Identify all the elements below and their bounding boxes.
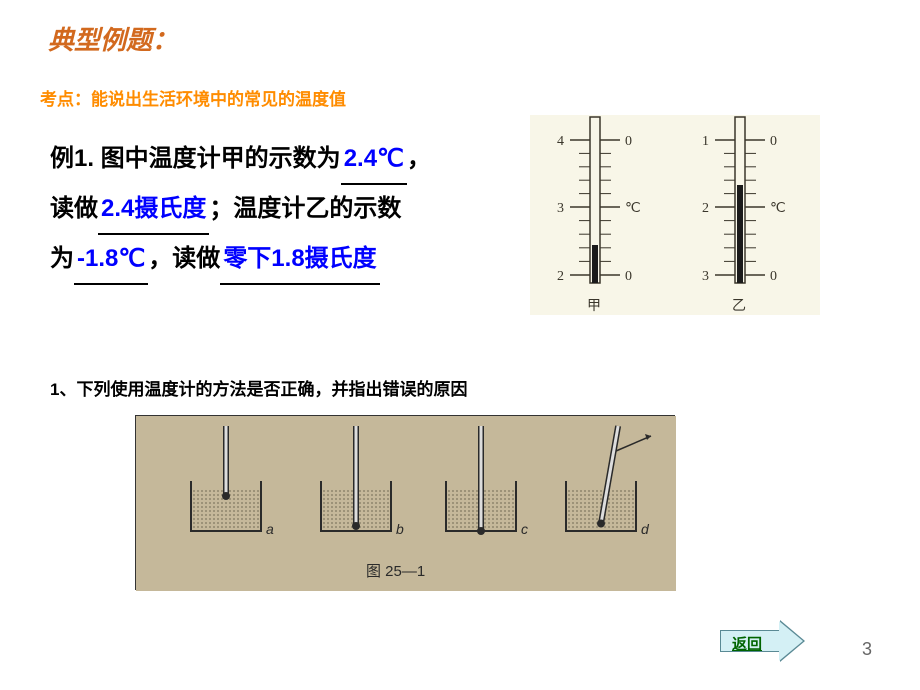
page-number: 3	[862, 639, 872, 660]
example-line3-prefix: 为	[50, 245, 74, 272]
svg-text:℃: ℃	[625, 201, 641, 216]
svg-text:℃: ℃	[770, 201, 786, 216]
blank-1: 2.4℃	[341, 135, 407, 185]
svg-text:0: 0	[770, 134, 777, 149]
blank-4: 零下1.8摄氏度	[220, 235, 379, 285]
svg-text:2: 2	[702, 201, 709, 216]
svg-text:c: c	[521, 521, 528, 537]
svg-text:乙: 乙	[732, 298, 746, 314]
exam-point-subtitle: 考点：能说出生活环境中的常见的温度值	[40, 85, 346, 110]
return-button[interactable]: 返回	[720, 621, 805, 661]
svg-text:0: 0	[770, 269, 777, 284]
svg-text:0: 0	[625, 134, 632, 149]
svg-text:0: 0	[625, 269, 632, 284]
example-line2-prefix: 读做	[50, 195, 98, 222]
thermometer-figures: 4 0 3 ℃ 2 0 甲 1 0 2 ℃ 3 0 乙	[530, 115, 820, 330]
page-title: 典型例题：	[48, 20, 178, 57]
svg-text:a: a	[266, 521, 274, 537]
svg-text:甲: 甲	[587, 299, 601, 314]
question-2-text: 1、下列使用温度计的方法是否正确，并指出错误的原因	[50, 375, 467, 400]
example-prefix: 例1. 图中温度计甲的示数为	[50, 145, 341, 172]
arrow-icon: 返回	[720, 621, 805, 661]
svg-text:b: b	[396, 521, 404, 537]
svg-text:3: 3	[557, 201, 564, 216]
svg-text:3: 3	[702, 269, 709, 284]
example-mid2: ；温度计乙的示数	[209, 195, 401, 222]
example-mid1: ，	[407, 145, 431, 172]
return-label: 返回	[732, 633, 762, 654]
beaker-svg: a b c d 图 25—1	[136, 416, 676, 591]
svg-text:4: 4	[557, 134, 564, 149]
example-mid3: ，读做	[148, 245, 220, 272]
blank-2: 2.4摄氏度	[98, 185, 209, 235]
svg-text:图 25—1: 图 25—1	[366, 563, 425, 580]
thermometer-svg: 4 0 3 ℃ 2 0 甲 1 0 2 ℃ 3 0 乙	[530, 115, 820, 325]
beaker-figure: a b c d 图 25—1	[135, 415, 675, 590]
example-1-text: 例1. 图中温度计甲的示数为2.4℃， 读做2.4摄氏度；温度计乙的示数 为-1…	[50, 135, 510, 285]
svg-text:d: d	[641, 521, 650, 537]
blank-3: -1.8℃	[74, 235, 148, 285]
svg-text:2: 2	[557, 269, 564, 284]
svg-text:1: 1	[702, 134, 709, 149]
